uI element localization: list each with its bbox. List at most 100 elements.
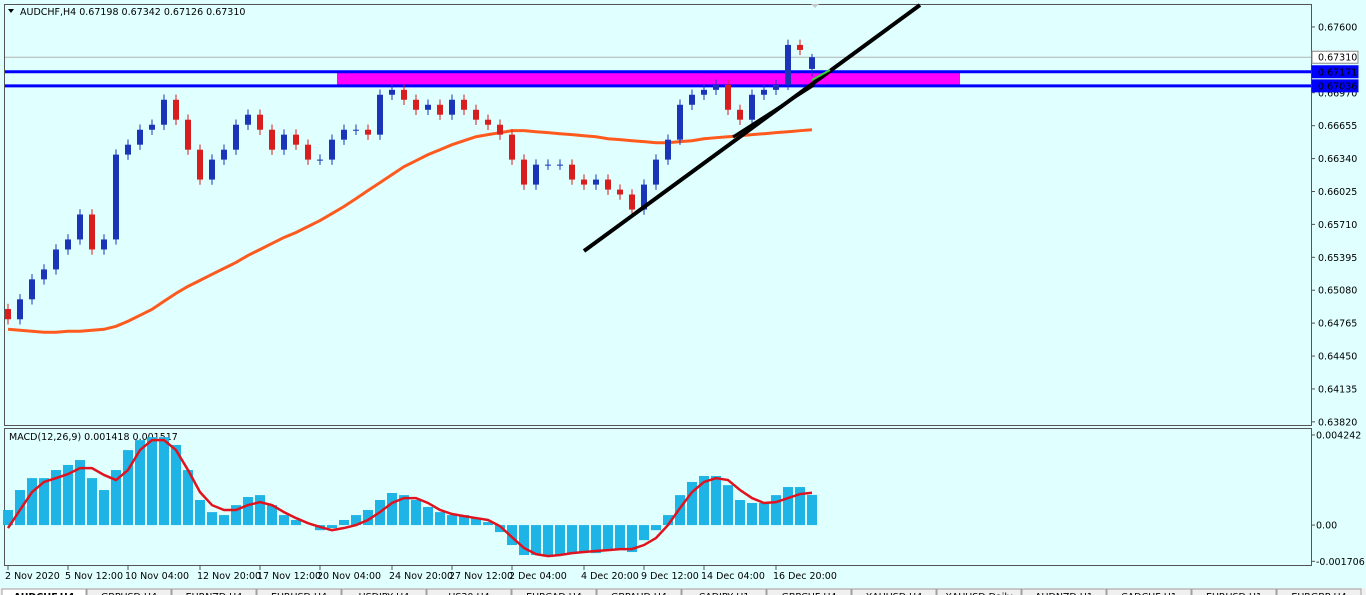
candle-body	[581, 179, 587, 185]
candle-body	[197, 149, 203, 180]
x-tick-label: 16 Dec 20:00	[773, 571, 837, 582]
macd-bar	[231, 505, 241, 526]
chart-tab-label[interactable]: EURCAD,H4	[526, 592, 582, 595]
chart-tab[interactable]	[341, 588, 427, 595]
chart-tab-label[interactable]: EURUSD,H1	[1206, 592, 1262, 595]
chart-tab[interactable]	[596, 588, 682, 595]
chart-tab-label[interactable]: GBPCHF,H4	[781, 592, 836, 595]
macd-bar	[51, 470, 61, 526]
marker-line	[811, 69, 831, 81]
candle-body	[725, 84, 731, 110]
menu-arrow[interactable]	[8, 9, 14, 13]
macd-bar	[183, 470, 193, 526]
chart-tab[interactable]	[1191, 588, 1277, 595]
macd-bar	[63, 464, 73, 526]
candle-body	[113, 154, 119, 240]
chart-tab-label[interactable]: GBPAUD,H4	[611, 592, 667, 595]
candle-body	[605, 179, 611, 190]
candle-body	[101, 239, 107, 250]
price-level-label: 0.67036	[1318, 81, 1357, 92]
macd-bar	[627, 525, 637, 553]
candle-body	[677, 104, 683, 140]
trendline	[582, 3, 922, 253]
candle-body	[389, 89, 395, 95]
chart-tab-label[interactable]: AUDCHF,H4	[14, 592, 75, 595]
candle-body	[17, 299, 23, 320]
macd-title: MACD(12,26,9) 0.001418 0.001517	[9, 432, 178, 443]
macd-bar	[363, 509, 373, 526]
chart-tab[interactable]	[766, 588, 852, 595]
chart-tab-label[interactable]: XAUUSD,H4	[866, 592, 922, 595]
chart-tab[interactable]	[1276, 588, 1362, 595]
x-tick-label: 2 Nov 2020	[5, 571, 60, 582]
macd-bar	[735, 500, 745, 526]
candle-body	[509, 134, 515, 160]
y-tick-label: 0.63820	[1318, 417, 1357, 428]
chart-tab-label[interactable]: EURUSD,H4	[271, 592, 327, 595]
y-tick-label: 0.65395	[1318, 253, 1357, 264]
macd-bar	[807, 494, 817, 526]
price-pane-frame	[4, 4, 1312, 426]
chart-tab[interactable]	[86, 588, 172, 595]
candle-body	[137, 129, 143, 145]
price-level-box	[1311, 65, 1359, 79]
chart-tab-label[interactable]: CADJPY,H1	[699, 592, 750, 595]
macd-bar	[615, 525, 625, 551]
candle-body	[329, 139, 335, 160]
candle-body	[617, 189, 623, 195]
chart-tab-label[interactable]: AUDNZD,H1	[1035, 592, 1093, 595]
macd-bar	[387, 492, 397, 526]
chart-tab-label[interactable]: EURGBP,H4	[1291, 592, 1346, 595]
candle-body	[29, 279, 35, 300]
chart-tab-label[interactable]: XAUUSD,Daily	[945, 592, 1013, 595]
macd-bar	[495, 525, 505, 533]
chart-tab[interactable]	[256, 588, 342, 595]
candle-body	[125, 144, 131, 155]
candle-body	[425, 104, 431, 110]
candle-body	[281, 134, 287, 150]
chart-tab[interactable]	[681, 588, 767, 595]
chart-tab[interactable]	[171, 588, 257, 595]
macd-bar	[579, 525, 589, 553]
chart-tab[interactable]	[426, 588, 512, 595]
chart-tab-label[interactable]: USDJPY,H4	[359, 592, 410, 595]
candle-body	[149, 124, 155, 130]
macd-bar	[639, 525, 649, 541]
macd-bar	[435, 512, 445, 526]
macd-bar	[327, 525, 337, 529]
macd-bar	[555, 525, 565, 556]
macd-bar	[771, 495, 781, 526]
macd-bar	[27, 478, 37, 526]
chart-tab-label[interactable]: GBPUSD,H4	[101, 592, 157, 595]
candle-body	[245, 114, 251, 125]
candle-body	[545, 164, 551, 166]
macd-bar	[87, 478, 97, 526]
supply-zone	[337, 71, 960, 86]
trendline	[732, 83, 815, 139]
chart-tab-label[interactable]: US30,H4	[448, 592, 489, 595]
chart-tab[interactable]	[1021, 588, 1107, 595]
candle-body	[497, 124, 503, 135]
candle-body	[161, 99, 167, 125]
chart-tab[interactable]	[511, 588, 597, 595]
y-tick-label: 0.64765	[1318, 319, 1357, 330]
chart-tab-label[interactable]: EURNZD,H4	[186, 592, 243, 595]
macd-bar	[411, 500, 421, 526]
candle-body	[653, 159, 659, 185]
candle-body	[761, 89, 767, 95]
candle-body	[353, 129, 359, 131]
chart-tab[interactable]	[851, 588, 937, 595]
candle-body	[593, 179, 599, 185]
candle-body	[233, 124, 239, 150]
y-tick-label: -0.001706	[1316, 557, 1365, 568]
chart-tab[interactable]	[936, 588, 1022, 595]
chart-tab-label[interactable]: CADCHF,H1	[1121, 592, 1177, 595]
chart-tab[interactable]	[1, 588, 87, 595]
macd-bar	[567, 525, 577, 554]
macd-bar	[723, 485, 733, 526]
candle-body	[689, 94, 695, 105]
macd-bar	[399, 495, 409, 526]
chart-tab[interactable]	[1106, 588, 1192, 595]
